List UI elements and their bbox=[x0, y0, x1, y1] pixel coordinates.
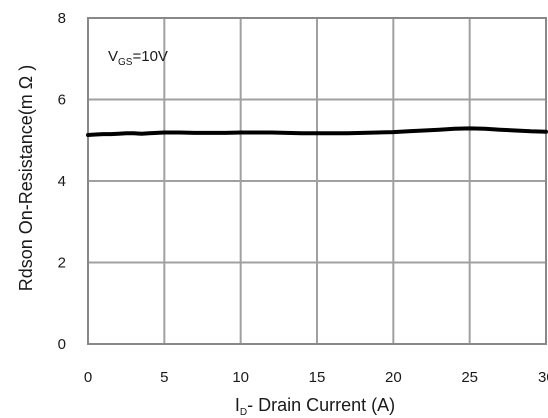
y-tick-label: 4 bbox=[58, 173, 66, 190]
y-axis-title: Rdson On-Resistance(m Ω ) bbox=[16, 65, 36, 292]
x-tick-label: 20 bbox=[385, 369, 402, 386]
x-tick-label: 15 bbox=[309, 369, 326, 386]
x-axis-title: ID- Drain Current (A) bbox=[235, 395, 395, 418]
x-axis-title-rest: - Drain Current (A) bbox=[247, 395, 395, 415]
plot-area-frame bbox=[87, 17, 547, 345]
x-tick-label: 10 bbox=[232, 369, 249, 386]
y-tick-label: 8 bbox=[58, 10, 66, 27]
x-tick-label: 5 bbox=[160, 369, 168, 386]
x-axis-title-subscript: D bbox=[240, 407, 247, 418]
y-tick-label: 2 bbox=[58, 255, 66, 272]
x-tick-label: 30 bbox=[538, 369, 548, 386]
x-tick-label: 25 bbox=[461, 369, 478, 386]
vgs-annotation-main: V bbox=[108, 48, 118, 65]
x-axis-title-main: I bbox=[235, 395, 240, 415]
y-tick-label: 6 bbox=[58, 92, 66, 109]
x-tick-label: 0 bbox=[84, 369, 92, 386]
vgs-annotation-rest: =10V bbox=[132, 48, 167, 65]
tick-labels: 0 5 10 15 20 25 30 0 2 4 6 8 bbox=[58, 10, 548, 386]
series-line bbox=[86, 126, 548, 137]
grid bbox=[87, 17, 547, 345]
vgs-annotation: VGS=10V bbox=[108, 48, 168, 68]
y-tick-label: 0 bbox=[58, 336, 66, 353]
vgs-annotation-subscript: GS bbox=[118, 57, 133, 68]
